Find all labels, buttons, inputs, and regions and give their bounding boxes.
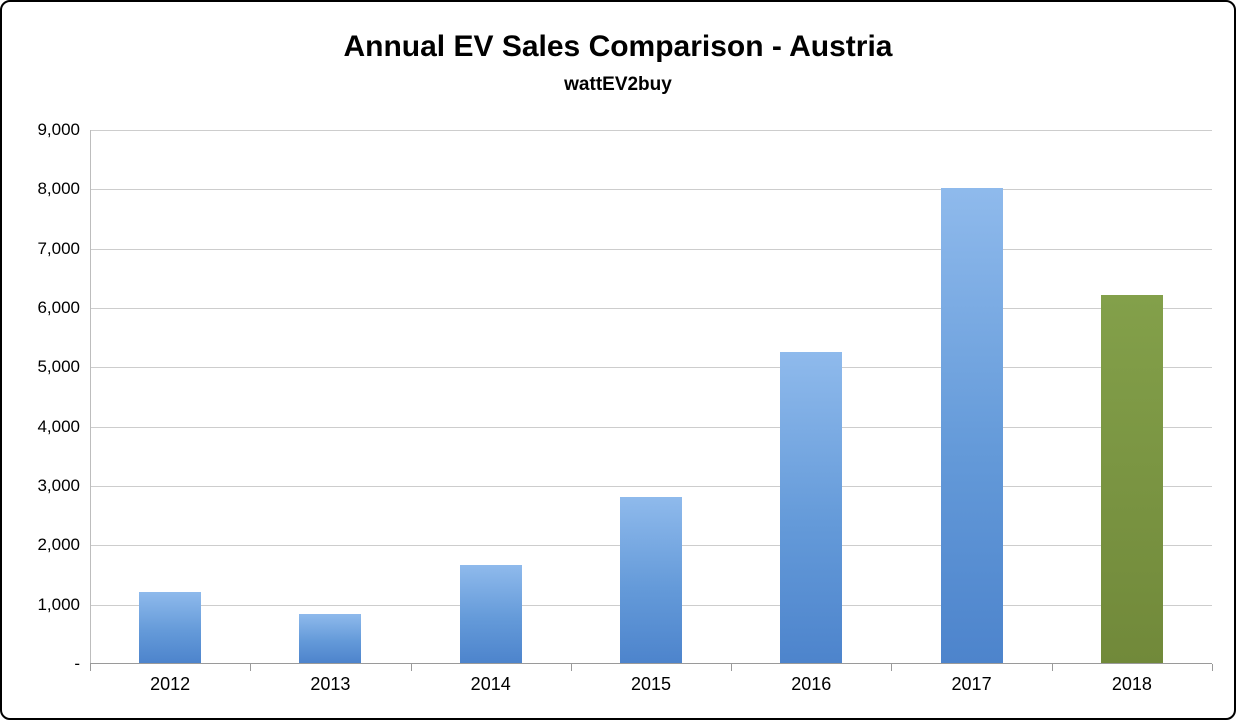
y-axis-label: - [74,654,80,673]
x-axis-tick [250,664,252,671]
x-axis-tick [891,664,893,671]
y-axis-line [90,130,91,664]
y-axis-label: 8,000 [37,179,80,199]
x-axis-label: 2016 [791,674,832,694]
y-axis-label: 9,000 [37,120,80,139]
x-axis-labels: 2012 2013 2014 2015 2016 2017 2018 [90,674,1212,704]
y-axis-label: 2,000 [37,535,80,555]
gridline [90,308,1212,309]
y-axis-label: 4,000 [37,416,80,436]
x-axis-tick [1051,664,1053,671]
bar-2013 [299,614,362,663]
chart-title: Annual EV Sales Comparison - Austria [343,30,893,63]
gridline [90,486,1212,487]
gridline [90,248,1212,250]
y-axis-label: 1,000 [37,594,80,614]
bar-2015 [620,496,682,663]
x-axis-label: 2018 [1111,674,1152,694]
y-axis-label: 5,000 [37,357,80,377]
bar-2016 [780,351,843,663]
x-axis-label: 2017 [951,674,992,694]
x-axis-label: 2014 [470,674,511,694]
chart-subtitle: wattEV2buy [564,74,672,95]
x-axis-line [90,663,1212,664]
y-axis-label: 7,000 [37,238,80,258]
x-axis-tick [570,664,572,671]
x-axis-label: 2015 [630,674,672,694]
bar-2012 [139,591,202,663]
bar-2017 [940,188,1003,663]
y-axis-labels: - 1,000 2,000 3,000 4,000 5,000 6,000 7,000 8,00… [2,120,80,673]
gridline [90,130,1212,131]
x-axis-label: 2012 [150,674,191,694]
bar-2018 [1100,295,1163,663]
x-axis-tick [1212,664,1213,671]
gridline [90,426,1212,428]
gridline [90,189,1212,191]
gridline [90,367,1212,369]
plot-area [90,130,1213,671]
bar-2014 [459,565,522,663]
x-axis-tick [410,664,412,671]
x-axis-tick [90,664,91,671]
y-axis-label: 3,000 [37,476,80,495]
x-axis-tick [731,664,733,671]
y-axis-label: 6,000 [37,298,80,317]
x-axis-label: 2013 [310,674,351,694]
